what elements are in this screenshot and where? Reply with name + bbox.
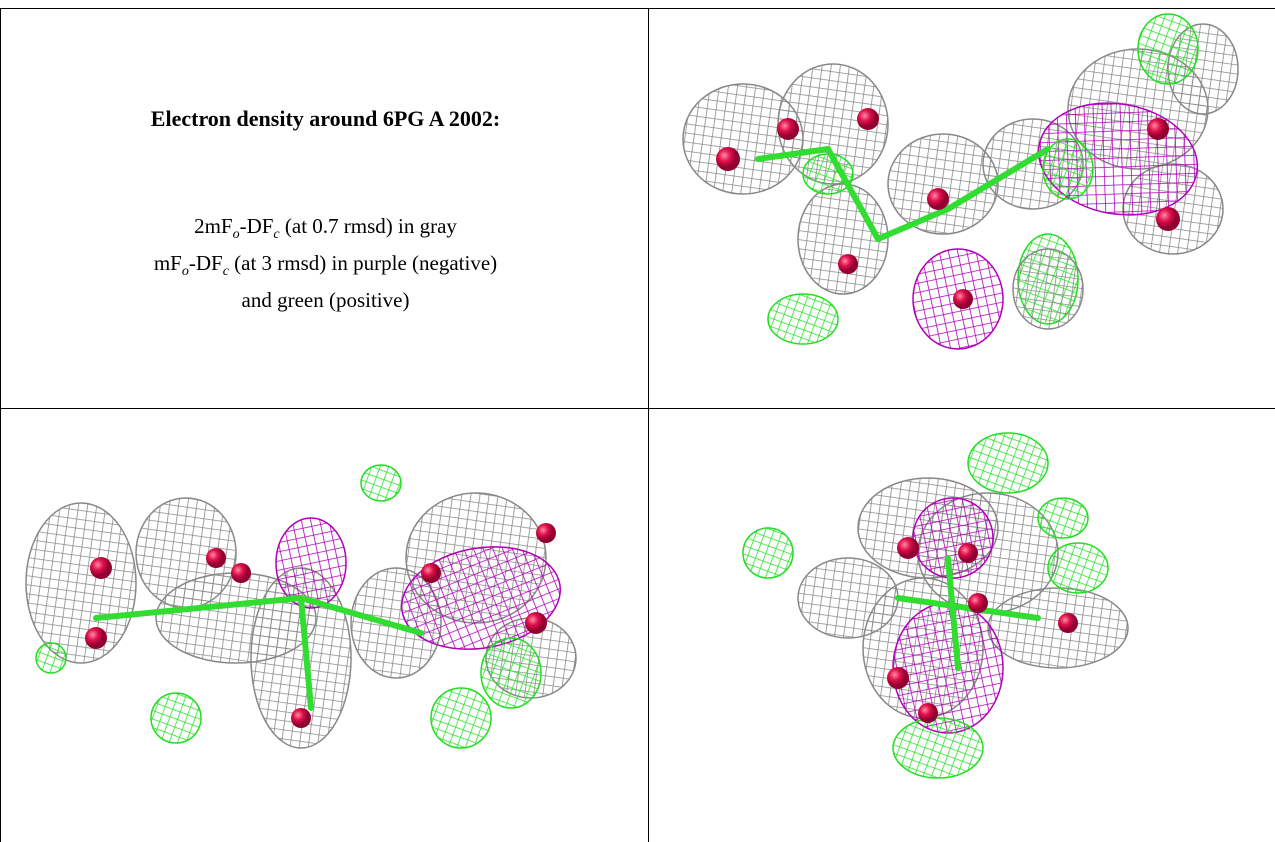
oxygen: [1156, 207, 1180, 231]
text-run: mF: [153, 251, 182, 276]
bond: [895, 595, 1041, 621]
mesh: [25, 502, 137, 664]
bond: [93, 595, 304, 621]
oxygen: [958, 543, 978, 563]
oxygen: [90, 557, 112, 579]
mesh: [275, 517, 347, 609]
bond: [825, 146, 881, 242]
oxygen: [918, 703, 938, 723]
view-side: [0, 408, 649, 842]
mesh: [887, 133, 999, 235]
text-run: (at 3 rmsd) in purple (negative): [228, 251, 498, 276]
oxygen: [536, 523, 556, 543]
text-run: 2mF: [194, 214, 233, 238]
mesh: [1047, 542, 1109, 594]
subscript: c: [273, 227, 280, 243]
subscript: c: [222, 264, 229, 280]
bond: [945, 555, 961, 671]
text-run: (at 0.7 rmsd) in gray: [279, 214, 457, 238]
mesh: [1137, 13, 1199, 85]
oxygen: [1058, 613, 1078, 633]
mesh: [797, 183, 889, 295]
mesh: [987, 587, 1129, 669]
oxygen: [857, 108, 879, 130]
oxygen: [525, 612, 547, 634]
mesh: [967, 432, 1049, 494]
oxygen: [927, 188, 949, 210]
mesh: [802, 153, 854, 195]
density-render: [742, 432, 1129, 779]
mesh: [35, 642, 67, 674]
text-run: and green (positive): [241, 288, 410, 313]
mesh: [797, 557, 899, 639]
subscript: o: [181, 264, 189, 280]
caption-cell: Electron density around 6PG A 2002: 2mFo…: [0, 8, 649, 409]
oxygen: [887, 667, 909, 689]
mesh: [1042, 138, 1094, 200]
caption-lines: 2mFo-DFc (at 0.7 rmsd) in gray mFo-DFc (a…: [1, 212, 650, 315]
mesh: [892, 602, 1004, 734]
oxygen: [968, 593, 988, 613]
caption-line: and green (positive): [1, 286, 650, 315]
oxygen: [421, 563, 441, 583]
mesh: [767, 293, 839, 345]
oxygen: [838, 254, 858, 274]
oxygen: [291, 708, 311, 728]
mesh: [480, 637, 542, 709]
mesh: [360, 464, 402, 502]
density-render: [682, 13, 1239, 350]
caption-line: 2mFo-DFc (at 0.7 rmsd) in gray: [1, 212, 650, 249]
oxygen: [777, 118, 799, 140]
text-run: -DF: [239, 214, 274, 238]
oxygen: [897, 537, 919, 559]
density-render: [25, 464, 577, 749]
oxygen: [231, 563, 251, 583]
bond: [755, 146, 831, 162]
text-run: -DF: [188, 251, 223, 276]
oxygen: [1147, 118, 1169, 140]
bond: [298, 595, 314, 711]
mesh: [742, 527, 794, 579]
oxygen: [85, 627, 107, 649]
bond: [298, 595, 424, 636]
view-top: [648, 8, 1275, 409]
oxygen: [953, 289, 973, 309]
caption-title: Electron density around 6PG A 2002:: [150, 106, 501, 131]
mesh: [430, 687, 492, 749]
view-end: [648, 408, 1275, 842]
oxygen: [206, 548, 226, 568]
oxygen: [716, 147, 740, 171]
bond: [875, 206, 951, 242]
mesh: [912, 497, 994, 579]
caption-line: mFo-DFc (at 3 rmsd) in purple (negative): [1, 249, 650, 286]
mesh: [150, 692, 202, 744]
mesh: [1037, 497, 1089, 539]
mesh: [1012, 248, 1084, 330]
subscript: o: [232, 227, 240, 243]
bond: [945, 146, 1051, 212]
mesh: [892, 717, 984, 779]
